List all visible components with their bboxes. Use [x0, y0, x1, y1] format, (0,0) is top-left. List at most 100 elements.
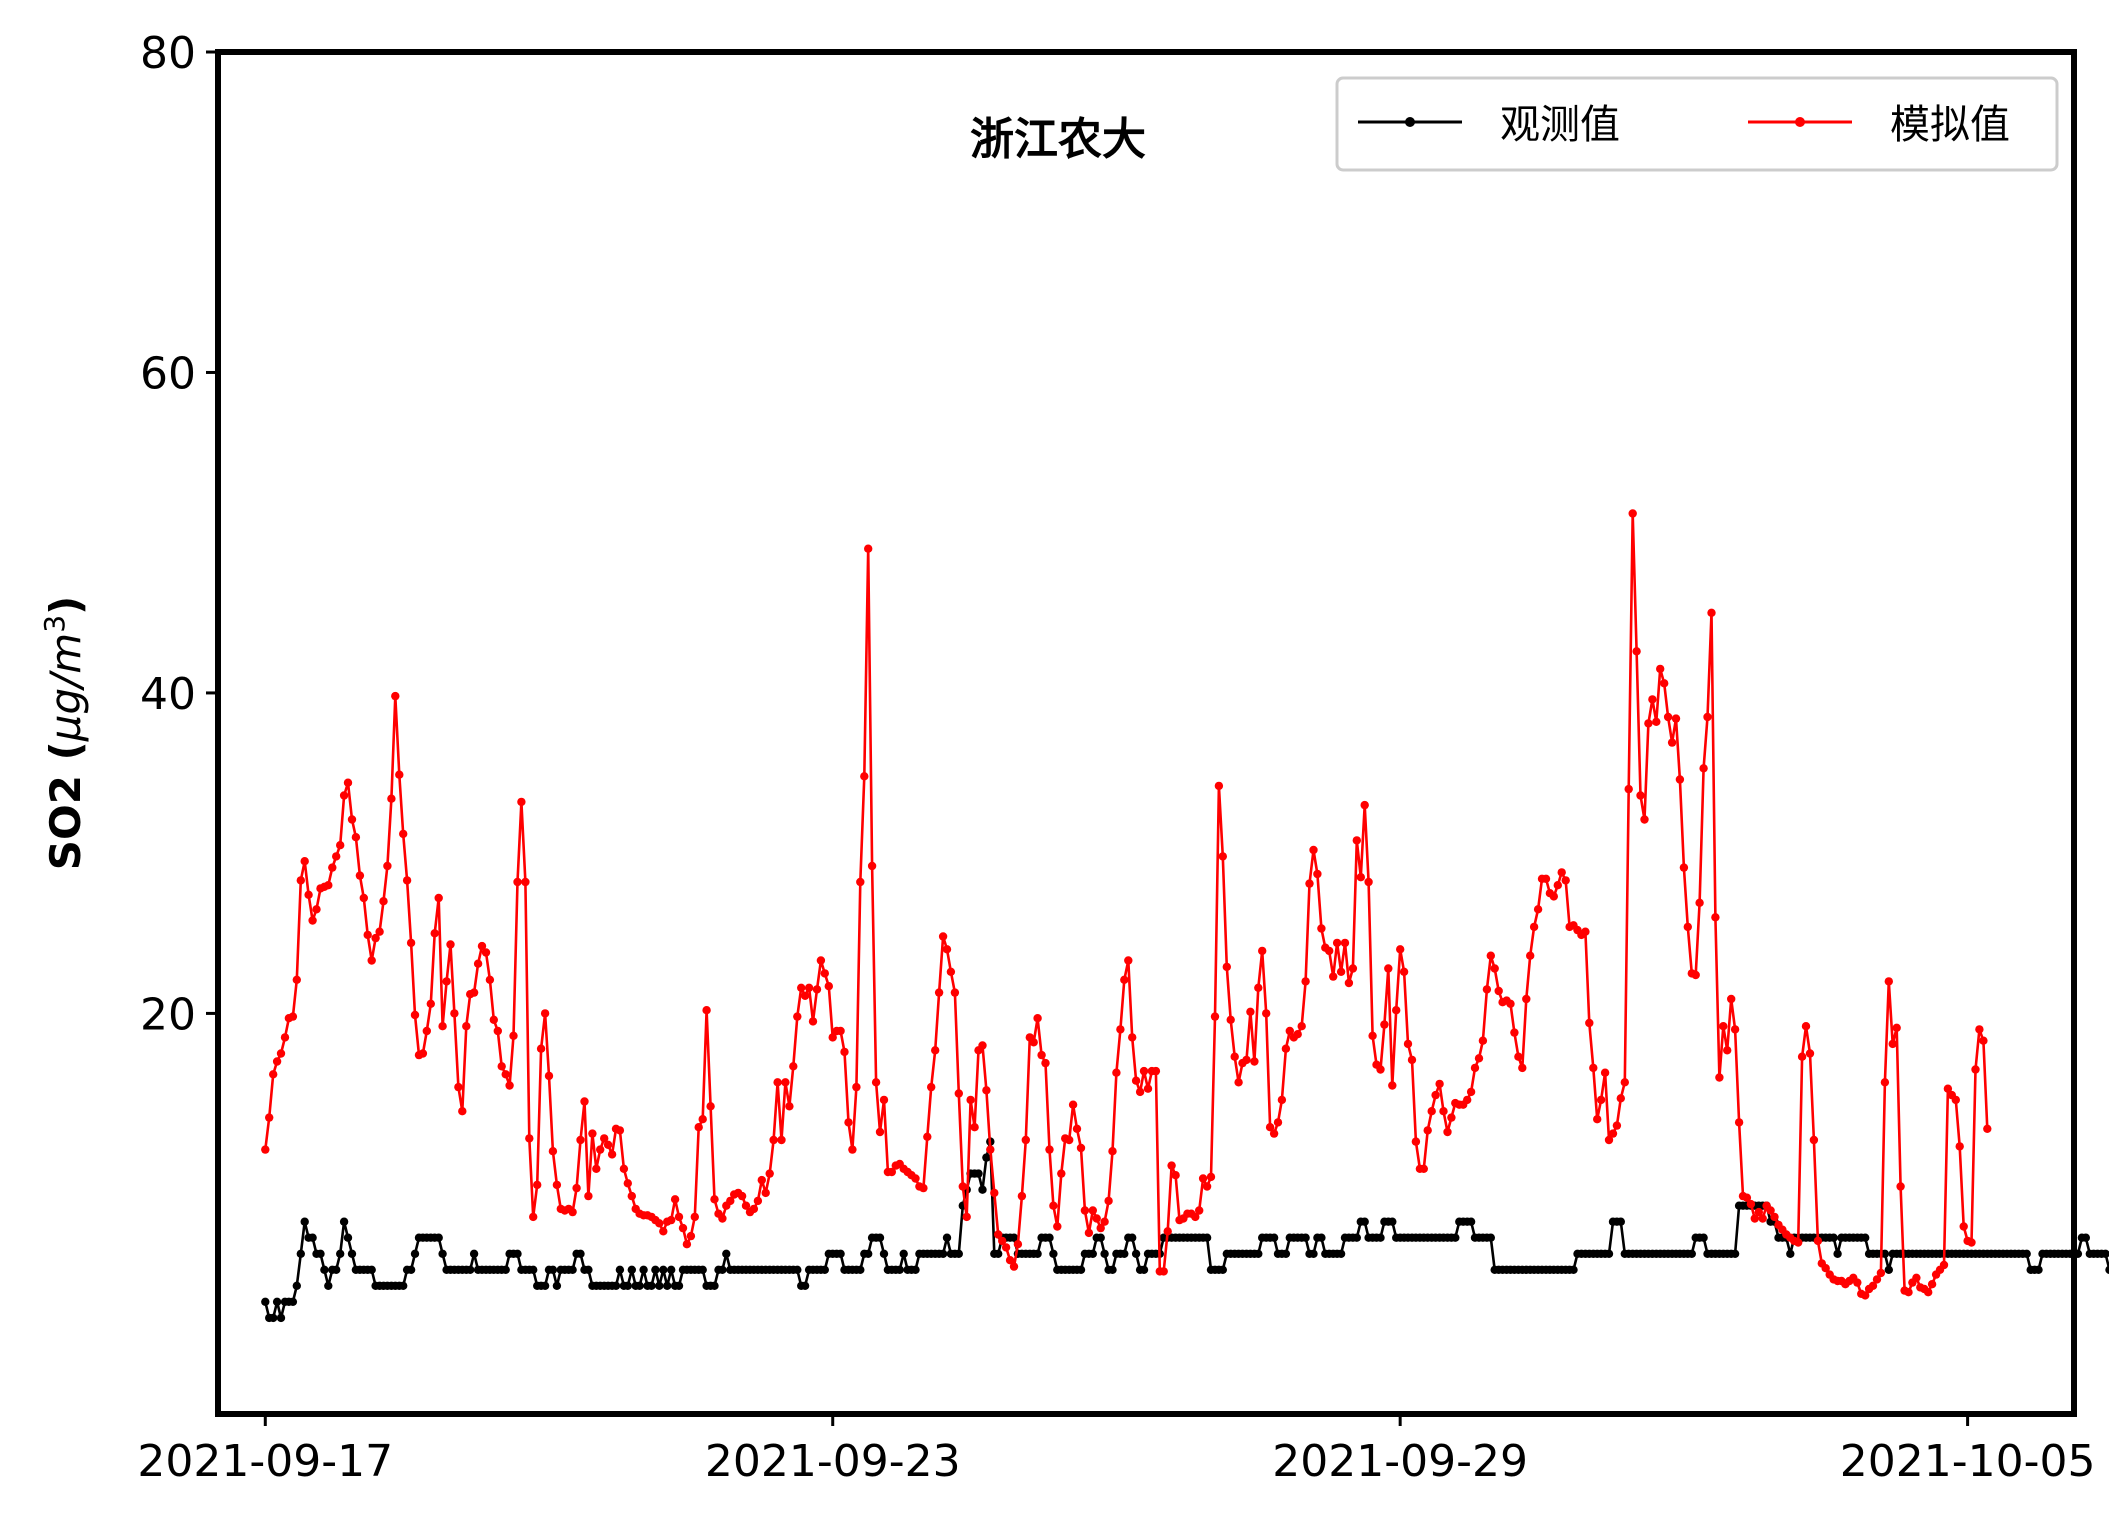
data-point — [351, 833, 361, 842]
data-point — [749, 1204, 759, 1214]
data-point — [867, 861, 877, 871]
data-point — [272, 1057, 282, 1066]
data-point — [402, 876, 412, 885]
data-point — [1262, 1009, 1271, 1018]
data-point — [871, 1078, 881, 1087]
series-layer — [261, 509, 2109, 1323]
data-point — [552, 1281, 562, 1291]
data-point — [347, 815, 357, 824]
data-point — [1049, 1201, 1058, 1210]
data-point — [1128, 1033, 1137, 1042]
data-point — [1336, 967, 1346, 976]
data-point — [462, 1021, 471, 1031]
data-point — [1730, 1249, 1740, 1259]
data-point — [761, 1188, 770, 1198]
data-point — [1254, 1249, 1263, 1259]
data-point — [962, 1212, 971, 1222]
data-point — [548, 1147, 558, 1156]
data-point — [1884, 977, 1894, 986]
data-point — [899, 1249, 908, 1259]
data-point — [1746, 1199, 1756, 1209]
data-point — [406, 938, 416, 948]
data-point — [1727, 994, 1736, 1004]
data-point — [994, 1230, 1003, 1239]
data-point — [1581, 927, 1590, 936]
data-point — [1411, 1137, 1421, 1146]
data-point — [651, 1265, 660, 1275]
y-axis-label-unit: g/m — [41, 633, 90, 715]
data-point — [584, 1265, 593, 1275]
data-point — [336, 1249, 345, 1259]
data-point — [1959, 1222, 1968, 1231]
data-point — [1407, 1055, 1417, 1065]
data-point — [1510, 1028, 1519, 1037]
data-point — [1368, 1031, 1377, 1041]
data-point — [623, 1281, 632, 1291]
data-point — [1218, 852, 1228, 861]
data-point — [1880, 1078, 1890, 1087]
data-point — [1861, 1291, 1870, 1300]
data-point — [615, 1126, 625, 1135]
data-point — [1139, 1265, 1149, 1275]
data-point — [1258, 946, 1267, 956]
data-point — [1005, 1256, 1015, 1265]
data-point — [864, 544, 873, 553]
data-point — [757, 1175, 766, 1185]
data-point — [580, 1097, 589, 1106]
data-point — [895, 1265, 904, 1275]
data-point — [1392, 1006, 1401, 1015]
data-point — [1045, 1145, 1054, 1154]
data-point — [1167, 1161, 1176, 1170]
data-point — [485, 975, 495, 984]
data-point — [986, 1145, 995, 1154]
data-point — [269, 1070, 278, 1079]
data-point — [1340, 938, 1350, 948]
data-point — [592, 1164, 601, 1174]
data-point — [1281, 1249, 1291, 1259]
data-point — [879, 1095, 889, 1105]
series-simulated — [261, 509, 1992, 1300]
data-point — [1967, 1238, 1976, 1247]
data-point — [379, 897, 388, 906]
data-point — [1494, 986, 1503, 996]
data-point — [1206, 1172, 1216, 1182]
legend: 观测值 模拟值 — [1335, 76, 2059, 172]
x-tick-label: 2021-09-17 — [137, 1436, 393, 1487]
data-point — [1277, 1095, 1287, 1105]
data-point — [1108, 1265, 1117, 1275]
data-point — [1699, 1233, 1708, 1242]
data-point — [765, 1169, 774, 1178]
data-point — [1904, 1288, 1913, 1297]
data-point — [1486, 1233, 1496, 1242]
data-point — [1329, 972, 1338, 981]
data-point — [600, 1134, 609, 1143]
data-point — [627, 1265, 636, 1275]
data-point — [596, 1145, 605, 1154]
data-point — [659, 1227, 668, 1236]
data-point — [418, 1049, 428, 1058]
data-point — [1332, 938, 1342, 948]
data-point — [1533, 905, 1543, 914]
data-point — [627, 1191, 636, 1201]
data-point — [824, 982, 833, 991]
data-point — [674, 1281, 684, 1291]
data-point — [737, 1191, 747, 1201]
data-point — [1112, 1068, 1121, 1077]
data-point — [860, 772, 869, 781]
data-point — [1029, 1038, 1038, 1047]
data-point — [1758, 1214, 1767, 1223]
y-axis-label-power: 3 — [38, 615, 71, 633]
data-point — [1254, 983, 1263, 992]
data-point — [536, 1044, 546, 1053]
data-point — [674, 1212, 684, 1222]
data-point — [1557, 868, 1566, 877]
data-point — [1399, 967, 1409, 976]
data-point — [1431, 1090, 1440, 1100]
data-point — [1356, 873, 1366, 882]
data-point — [1033, 1014, 1042, 1023]
data-point — [375, 927, 384, 936]
data-point — [469, 1249, 479, 1259]
data-point — [1384, 964, 1393, 973]
data-point — [454, 1082, 463, 1092]
